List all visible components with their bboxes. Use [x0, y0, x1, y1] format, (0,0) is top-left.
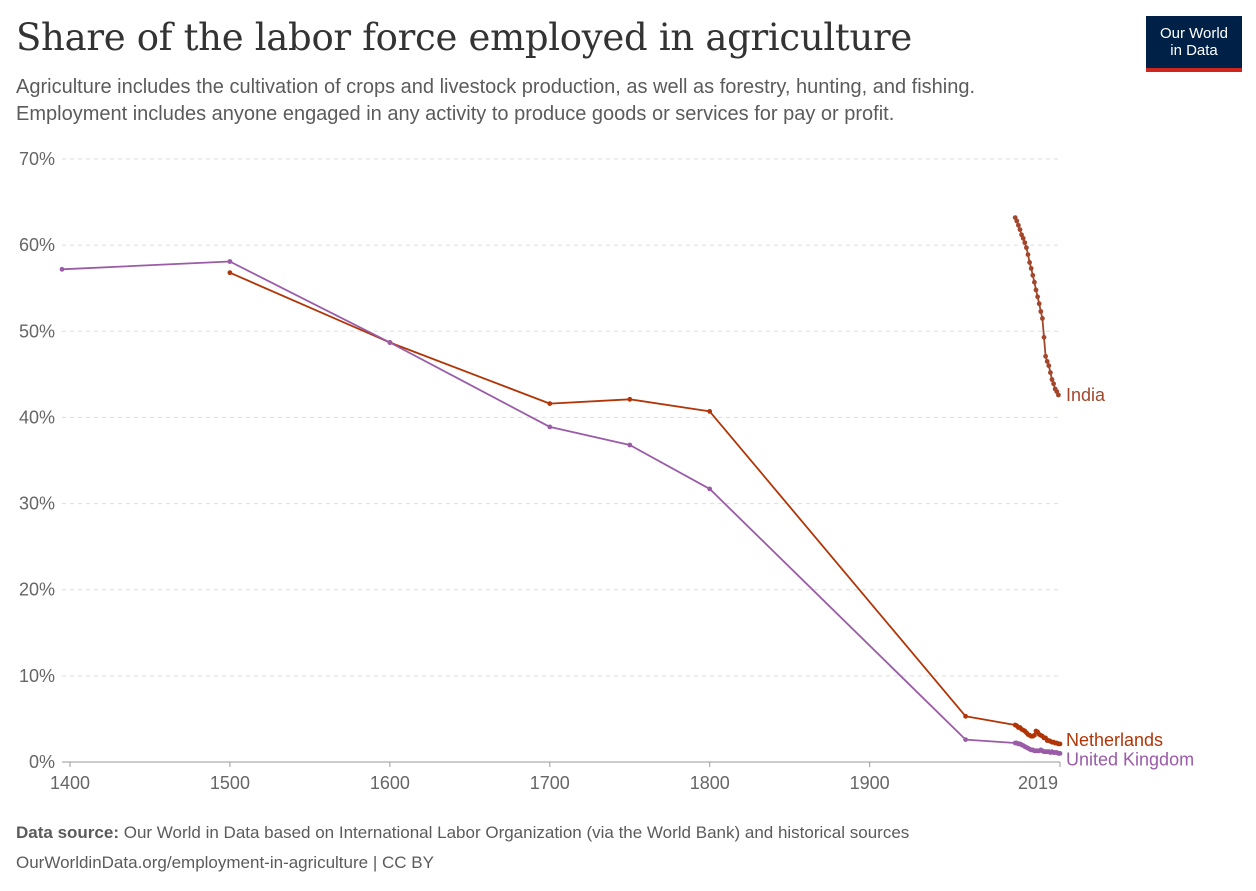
data-point[interactable]: [963, 737, 968, 742]
y-tick-label: 60%: [19, 235, 55, 255]
y-tick-label: 0%: [29, 752, 55, 772]
logo-line-2: in Data: [1170, 42, 1218, 59]
data-point[interactable]: [1048, 370, 1053, 375]
y-tick-label: 50%: [19, 321, 55, 341]
data-point[interactable]: [1025, 252, 1031, 257]
data-point[interactable]: [627, 442, 633, 448]
series-line[interactable]: [1014, 217, 1060, 396]
url-license[interactable]: OurWorldinData.org/employment-in-agricul…: [16, 853, 434, 872]
subtitle-line-2: Employment includes anyone engaged in an…: [16, 103, 895, 125]
data-point[interactable]: [1057, 751, 1063, 756]
series: [59, 215, 1063, 756]
data-source: Data source: Our World in Data based on …: [16, 818, 909, 848]
chart-footer: Data source: Our World in Data based on …: [16, 818, 909, 878]
data-point[interactable]: [1046, 363, 1052, 369]
y-tick-label: 10%: [19, 666, 55, 686]
data-point[interactable]: [1027, 260, 1032, 265]
data-point[interactable]: [1043, 353, 1048, 359]
x-tick-label: 1700: [530, 773, 570, 793]
data-point[interactable]: [59, 266, 65, 272]
data-point[interactable]: [1044, 359, 1050, 364]
data-point[interactable]: [1020, 235, 1026, 241]
y-tick-label: 20%: [19, 580, 55, 600]
data-point[interactable]: [227, 270, 233, 276]
subtitle-line-1: Agriculture includes the cultivation of …: [16, 76, 976, 98]
series-india[interactable]: [1012, 215, 1061, 398]
data-point[interactable]: [227, 259, 233, 264]
x-tick-label: 2019: [1018, 773, 1058, 793]
series-line[interactable]: [229, 271, 1060, 745]
logo-line-1: Our World: [1159, 25, 1229, 42]
data-point[interactable]: [963, 713, 968, 719]
data-point[interactable]: [707, 486, 713, 492]
data-source-label: Data source:: [16, 823, 119, 842]
gridlines: [62, 158, 1060, 677]
data-point[interactable]: [627, 396, 633, 402]
data-point[interactable]: [1022, 240, 1028, 246]
data-source-text: Our World in Data based on International…: [123, 823, 910, 842]
data-point[interactable]: [547, 424, 553, 430]
series-netherlands[interactable]: [227, 270, 1063, 747]
x-tick-label: 1500: [210, 773, 250, 793]
data-point[interactable]: [1038, 309, 1044, 314]
data-point[interactable]: [1049, 377, 1055, 382]
data-point[interactable]: [1016, 222, 1021, 228]
series-end-label: Netherlands: [1066, 730, 1163, 750]
x-tick-label: 1600: [370, 773, 410, 793]
data-point[interactable]: [1057, 741, 1063, 747]
data-point[interactable]: [1051, 381, 1056, 387]
data-point[interactable]: [1024, 245, 1029, 251]
data-point[interactable]: [1014, 218, 1020, 224]
chart-subtitle: Agriculture includes the cultivation of …: [16, 74, 1136, 128]
data-point[interactable]: [387, 340, 393, 345]
y-tick-label: 70%: [19, 149, 55, 169]
data-point[interactable]: [547, 401, 553, 406]
series-end-label: India: [1066, 385, 1106, 405]
data-point[interactable]: [1028, 266, 1034, 271]
data-point[interactable]: [1040, 316, 1045, 321]
data-point[interactable]: [707, 409, 713, 414]
data-point[interactable]: [1017, 227, 1023, 233]
x-tick-label: 1400: [50, 773, 90, 793]
series-end-label: United Kingdom: [1066, 749, 1194, 769]
series-united-kingdom[interactable]: [59, 259, 1063, 756]
series-line[interactable]: [61, 260, 1060, 755]
data-point[interactable]: [1056, 392, 1061, 398]
data-point[interactable]: [1033, 287, 1039, 293]
x-tick-label: 1900: [850, 773, 890, 793]
data-point[interactable]: [1032, 732, 1037, 738]
owid-logo[interactable]: Our World in Data: [1146, 16, 1242, 72]
y-tick-label: 40%: [19, 407, 55, 427]
y-tick-label: 30%: [19, 494, 55, 514]
data-point[interactable]: [1036, 301, 1042, 307]
axes: 0% 10% 20% 30% 40% 50% 60% 70% 1400 1500 1600 1700 1…: [19, 149, 1061, 793]
data-point[interactable]: [1035, 294, 1040, 300]
data-point[interactable]: [1032, 279, 1037, 285]
data-point[interactable]: [1041, 334, 1047, 340]
chart-title: Share of the labor force employed in agr…: [16, 16, 912, 59]
x-tick-label: 1800: [690, 773, 730, 793]
data-point[interactable]: [1030, 272, 1036, 278]
